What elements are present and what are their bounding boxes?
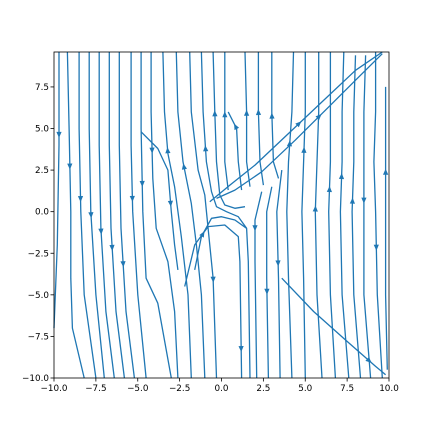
x-tick-label: −7.5 — [85, 384, 106, 394]
y-tick-label: −5.0 — [28, 291, 50, 301]
x-tick-label: −5.0 — [127, 384, 149, 394]
x-tick-label: −2.5 — [169, 384, 190, 394]
y-tick-label: 2.5 — [35, 166, 49, 176]
y-tick-label: 7.5 — [35, 83, 49, 93]
x-tick-label: 2.5 — [256, 384, 270, 394]
y-tick-label: −10.0 — [22, 374, 49, 384]
x-tick-label: 10.0 — [379, 384, 399, 394]
y-tick-label: 0.0 — [35, 208, 49, 218]
x-tick-label: 7.5 — [340, 384, 354, 394]
y-tick-label: −2.5 — [28, 249, 49, 259]
x-tick-label: −10.0 — [41, 384, 68, 394]
x-tick-label: 0.0 — [215, 384, 229, 394]
y-tick-label: −7.5 — [28, 332, 49, 342]
y-tick-label: 5.0 — [35, 125, 49, 135]
x-tick-label: 5.0 — [298, 384, 312, 394]
